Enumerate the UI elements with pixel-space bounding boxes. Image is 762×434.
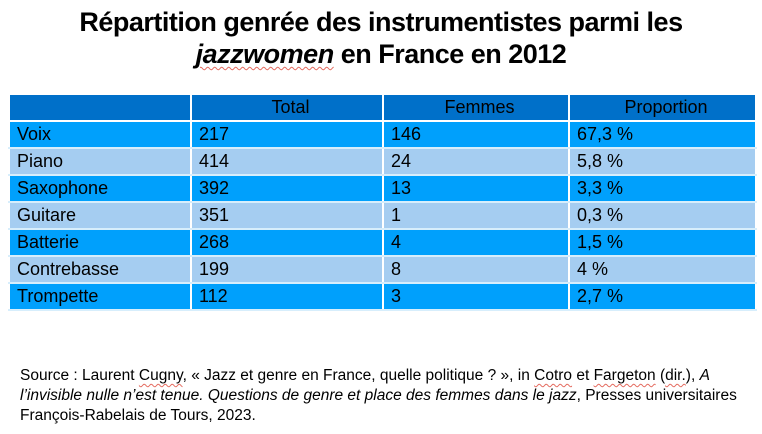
source-text: , « Jazz et genre en France, quelle poli… xyxy=(182,367,535,384)
table-body: Voix 217 146 67,3 % Piano 414 24 5,8 % S… xyxy=(8,120,757,311)
table-header: Total Femmes Proportion xyxy=(8,93,757,122)
cell-proportion: 3,3 % xyxy=(568,174,757,203)
title-italic-word: jazzwomen xyxy=(195,39,335,69)
source-name-fargeton: Fargeton xyxy=(593,367,656,384)
table-row-voix: Voix 217 146 67,3 % xyxy=(8,120,757,149)
page-title: Répartition genrée des instrumentistes p… xyxy=(0,6,762,70)
header-cell-proportion: Proportion xyxy=(568,93,757,122)
source-book-title: A l’invisible nulle n’est tenue. Questio… xyxy=(20,367,710,404)
source-dir-abbrev: dir. xyxy=(665,367,686,384)
cell-total: 112 xyxy=(190,282,384,311)
source-name-cotro: Cotro xyxy=(534,367,573,384)
title-line1: Répartition genrée des instrumentistes p… xyxy=(79,7,683,37)
cell-femmes: 4 xyxy=(382,228,570,257)
table-row-piano: Piano 414 24 5,8 % xyxy=(8,147,757,176)
row-label: Batterie xyxy=(8,228,192,257)
header-cell-empty xyxy=(8,93,192,122)
cell-femmes: 146 xyxy=(382,120,570,149)
source-citation: Source : Laurent Cugny, « Jazz et genre … xyxy=(20,366,750,426)
table-row-contrebasse: Contrebasse 199 8 4 % xyxy=(8,255,757,284)
title-line2: en France en 2012 xyxy=(333,39,567,69)
cell-total: 351 xyxy=(190,201,384,230)
row-label: Contrebasse xyxy=(8,255,192,284)
table-row-saxophone: Saxophone 392 13 3,3 % xyxy=(8,174,757,203)
table-row-trompette: Trompette 112 3 2,7 % xyxy=(8,282,757,311)
row-label: Voix xyxy=(8,120,192,149)
source-text: Source : Laurent xyxy=(20,367,139,384)
source-name-cugny: Cugny xyxy=(138,367,183,384)
table-header-row: Total Femmes Proportion xyxy=(8,93,757,122)
cell-femmes: 3 xyxy=(382,282,570,311)
cell-femmes: 8 xyxy=(382,255,570,284)
source-text: , Presses universitaires François-Rabela… xyxy=(20,387,737,424)
cell-proportion: 2,7 % xyxy=(568,282,757,311)
row-label: Trompette xyxy=(8,282,192,311)
cell-proportion: 5,8 % xyxy=(568,147,757,176)
source-text: ( xyxy=(655,367,666,384)
row-label: Saxophone xyxy=(8,174,192,203)
header-cell-total: Total xyxy=(190,93,384,122)
cell-proportion: 4 % xyxy=(568,255,757,284)
row-label: Guitare xyxy=(8,201,192,230)
row-label: Piano xyxy=(8,147,192,176)
cell-femmes: 1 xyxy=(382,201,570,230)
cell-proportion: 0,3 % xyxy=(568,201,757,230)
cell-total: 199 xyxy=(190,255,384,284)
cell-total: 217 xyxy=(190,120,384,149)
source-text: et xyxy=(572,367,594,384)
source-text: ), xyxy=(685,367,700,384)
cell-femmes: 24 xyxy=(382,147,570,176)
table-row-batterie: Batterie 268 4 1,5 % xyxy=(8,228,757,257)
cell-total: 392 xyxy=(190,174,384,203)
table-row-guitare: Guitare 351 1 0,3 % xyxy=(8,201,757,230)
header-cell-femmes: Femmes xyxy=(382,93,570,122)
gender-repartition-table: Total Femmes Proportion Voix 217 146 67,… xyxy=(8,93,757,311)
cell-proportion: 67,3 % xyxy=(568,120,757,149)
cell-femmes: 13 xyxy=(382,174,570,203)
cell-total: 268 xyxy=(190,228,384,257)
cell-total: 414 xyxy=(190,147,384,176)
cell-proportion: 1,5 % xyxy=(568,228,757,257)
